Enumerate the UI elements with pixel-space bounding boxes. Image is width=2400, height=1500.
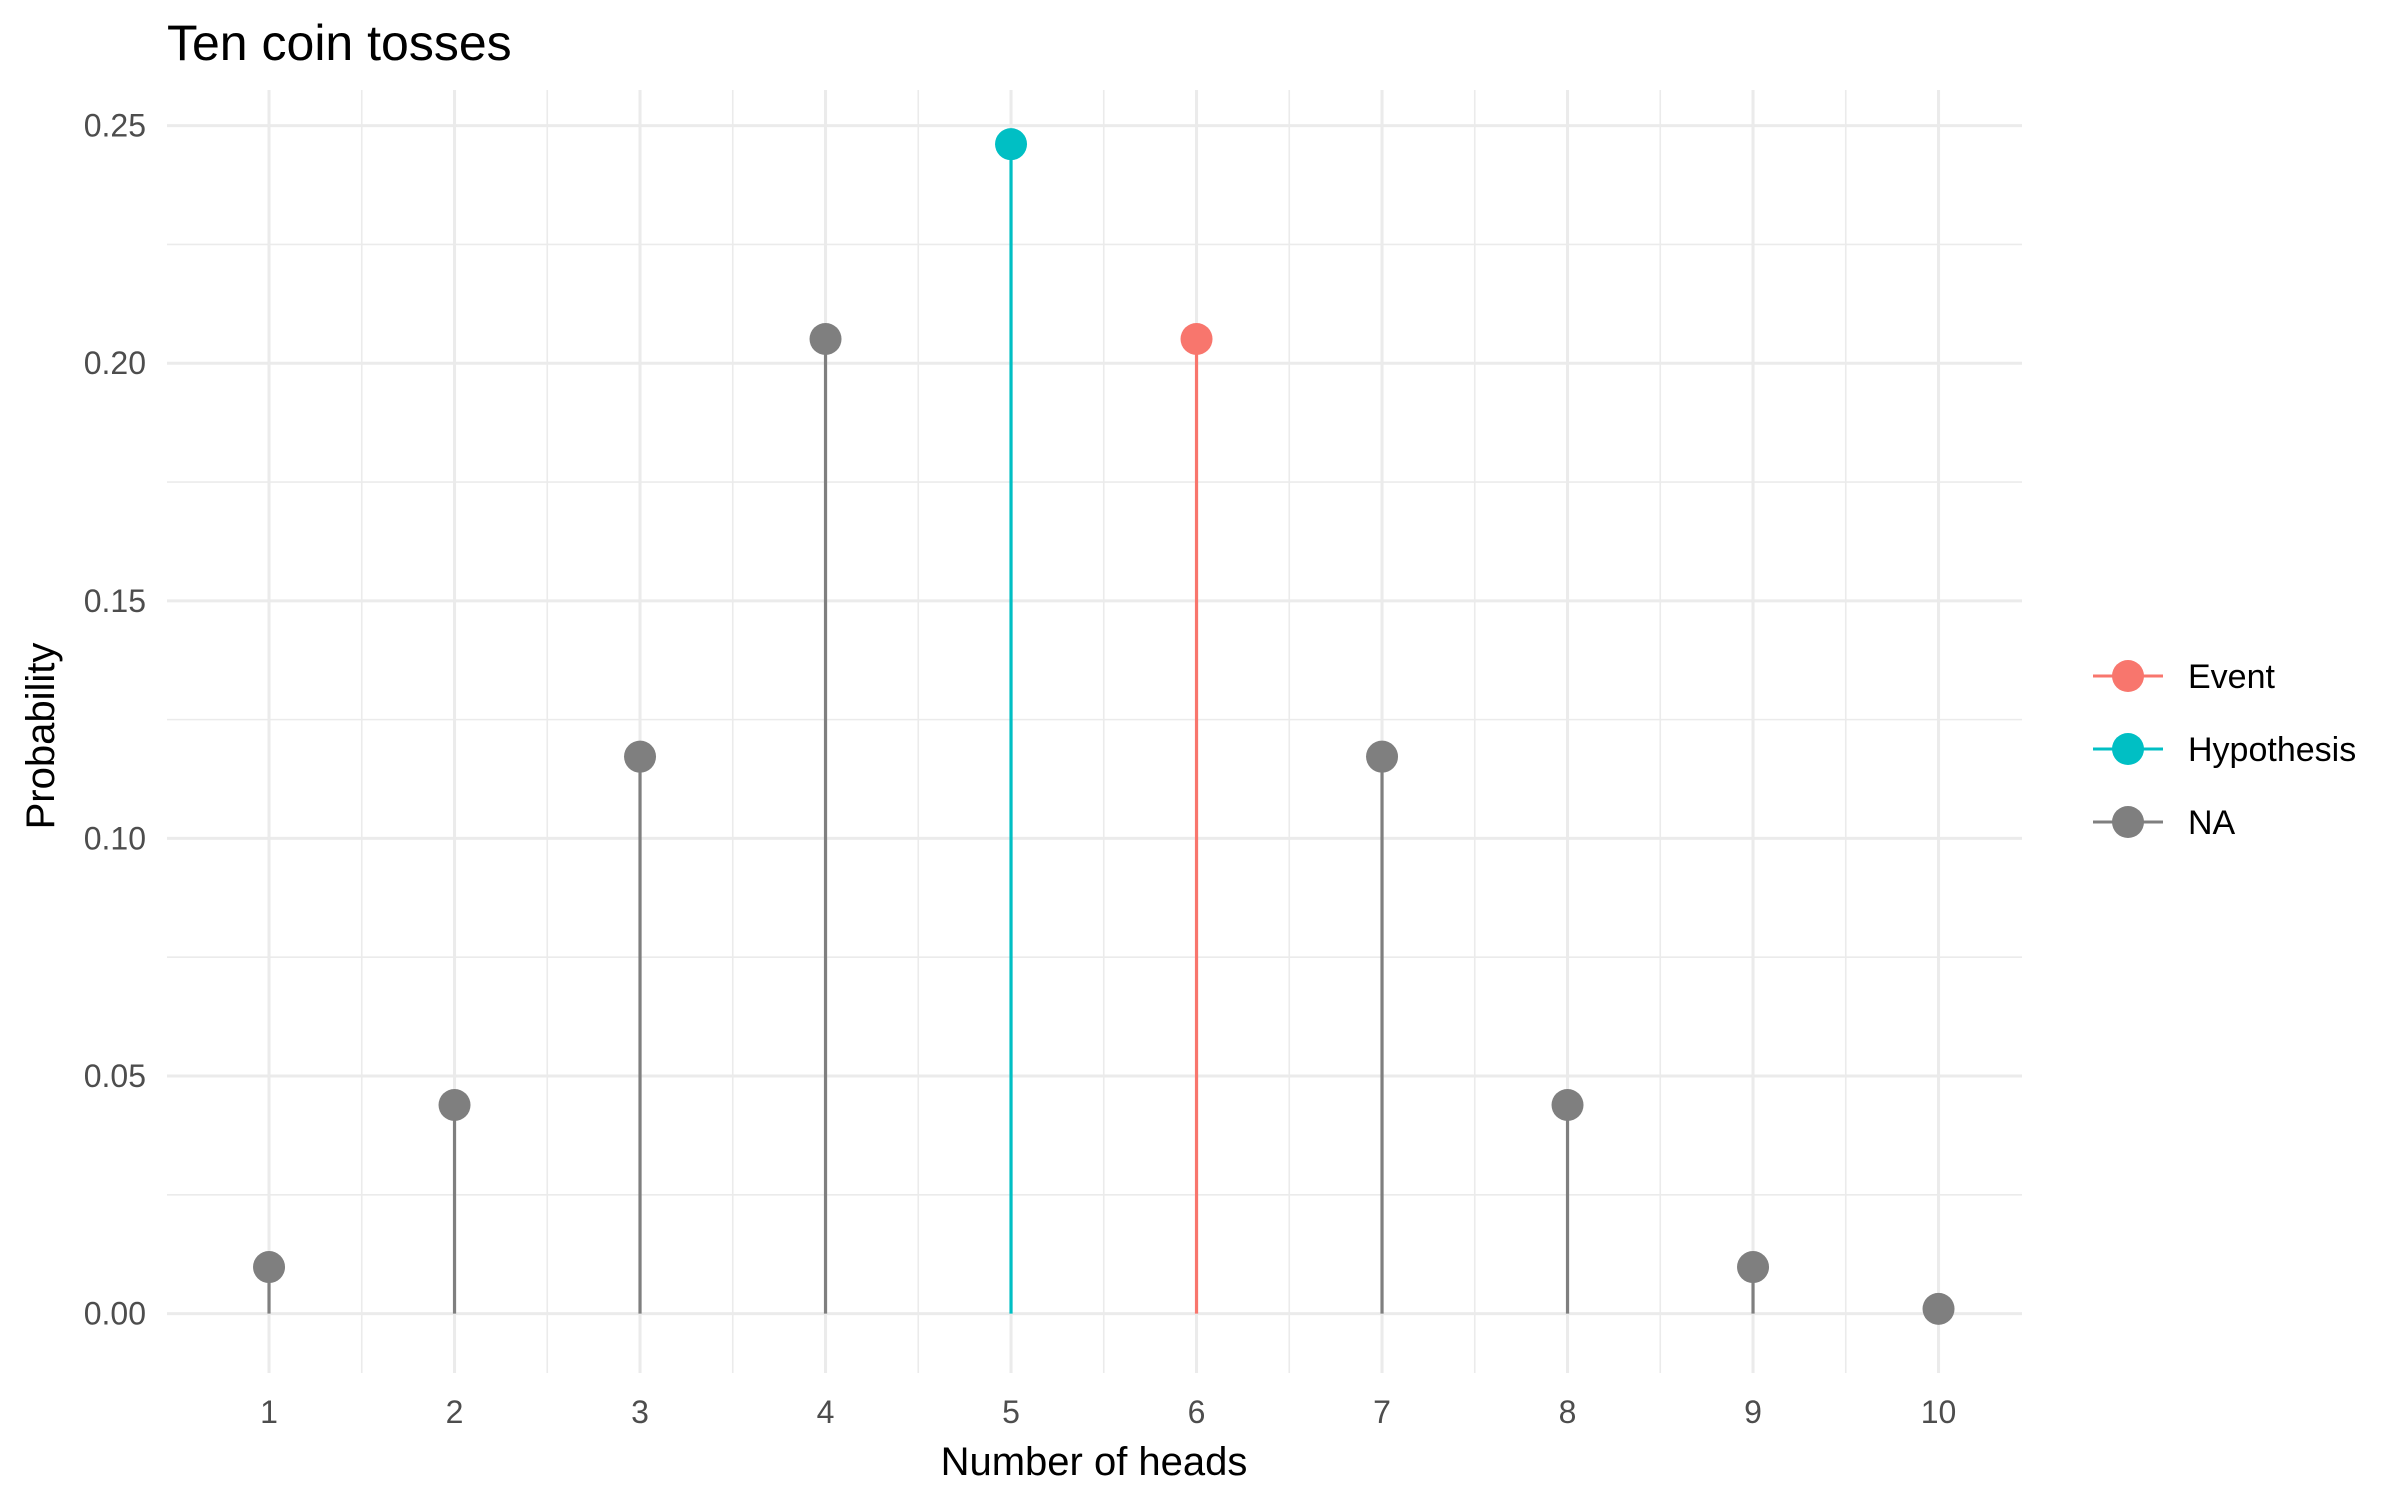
legend-key-point-na	[2112, 806, 2144, 838]
legend-label-hypothesis: Hypothesis	[2188, 731, 2356, 769]
x-tick-label: 7	[1373, 1394, 1391, 1430]
x-tick-label: 2	[446, 1394, 464, 1430]
y-axis-title: Probability	[19, 643, 63, 830]
y-tick-label: 0.00	[84, 1296, 146, 1332]
legend-item-event: Event	[2093, 658, 2275, 696]
y-tick-label: 0.10	[84, 820, 146, 856]
point-4	[809, 322, 842, 355]
legend-item-hypothesis: Hypothesis	[2093, 731, 2356, 769]
points	[253, 128, 1955, 1325]
legend-label-event: Event	[2188, 658, 2275, 696]
x-tick-label: 10	[1921, 1394, 1957, 1430]
point-2	[438, 1088, 471, 1121]
point-8	[1551, 1088, 1584, 1121]
y-tick-label: 0.05	[84, 1058, 146, 1094]
point-10	[1922, 1292, 1955, 1325]
point-3	[624, 740, 657, 773]
point-1	[253, 1251, 286, 1284]
y-tick-label: 0.15	[84, 583, 146, 619]
legend-item-na: NA	[2093, 804, 2236, 842]
x-tick-label: 9	[1744, 1394, 1762, 1430]
grid	[167, 90, 2022, 1373]
x-tick-label: 3	[631, 1394, 649, 1430]
y-tick-labels: 0.00 0.05 0.10 0.15 0.20 0.25	[84, 108, 146, 1332]
x-axis-title: Number of heads	[941, 1440, 1248, 1484]
legend-key-point-event	[2112, 660, 2144, 692]
x-tick-label: 5	[1002, 1394, 1020, 1430]
legend: Event Hypothesis NA	[2093, 658, 2356, 842]
x-tick-label: 4	[817, 1394, 835, 1430]
x-tick-label: 1	[260, 1394, 278, 1430]
y-tick-label: 0.25	[84, 108, 146, 144]
x-tick-label: 8	[1559, 1394, 1577, 1430]
legend-label-na: NA	[2188, 804, 2236, 842]
y-tick-label: 0.20	[84, 345, 146, 381]
point-9	[1737, 1251, 1770, 1284]
x-tick-label: 6	[1188, 1394, 1206, 1430]
legend-key-point-hypothesis	[2112, 733, 2144, 765]
point-5	[995, 128, 1028, 161]
chart-title: Ten coin tosses	[167, 15, 512, 71]
point-7	[1366, 740, 1399, 773]
x-tick-labels: 1 2 3 4 5 6 7 8 9 10	[260, 1394, 1956, 1430]
point-6	[1180, 322, 1213, 355]
